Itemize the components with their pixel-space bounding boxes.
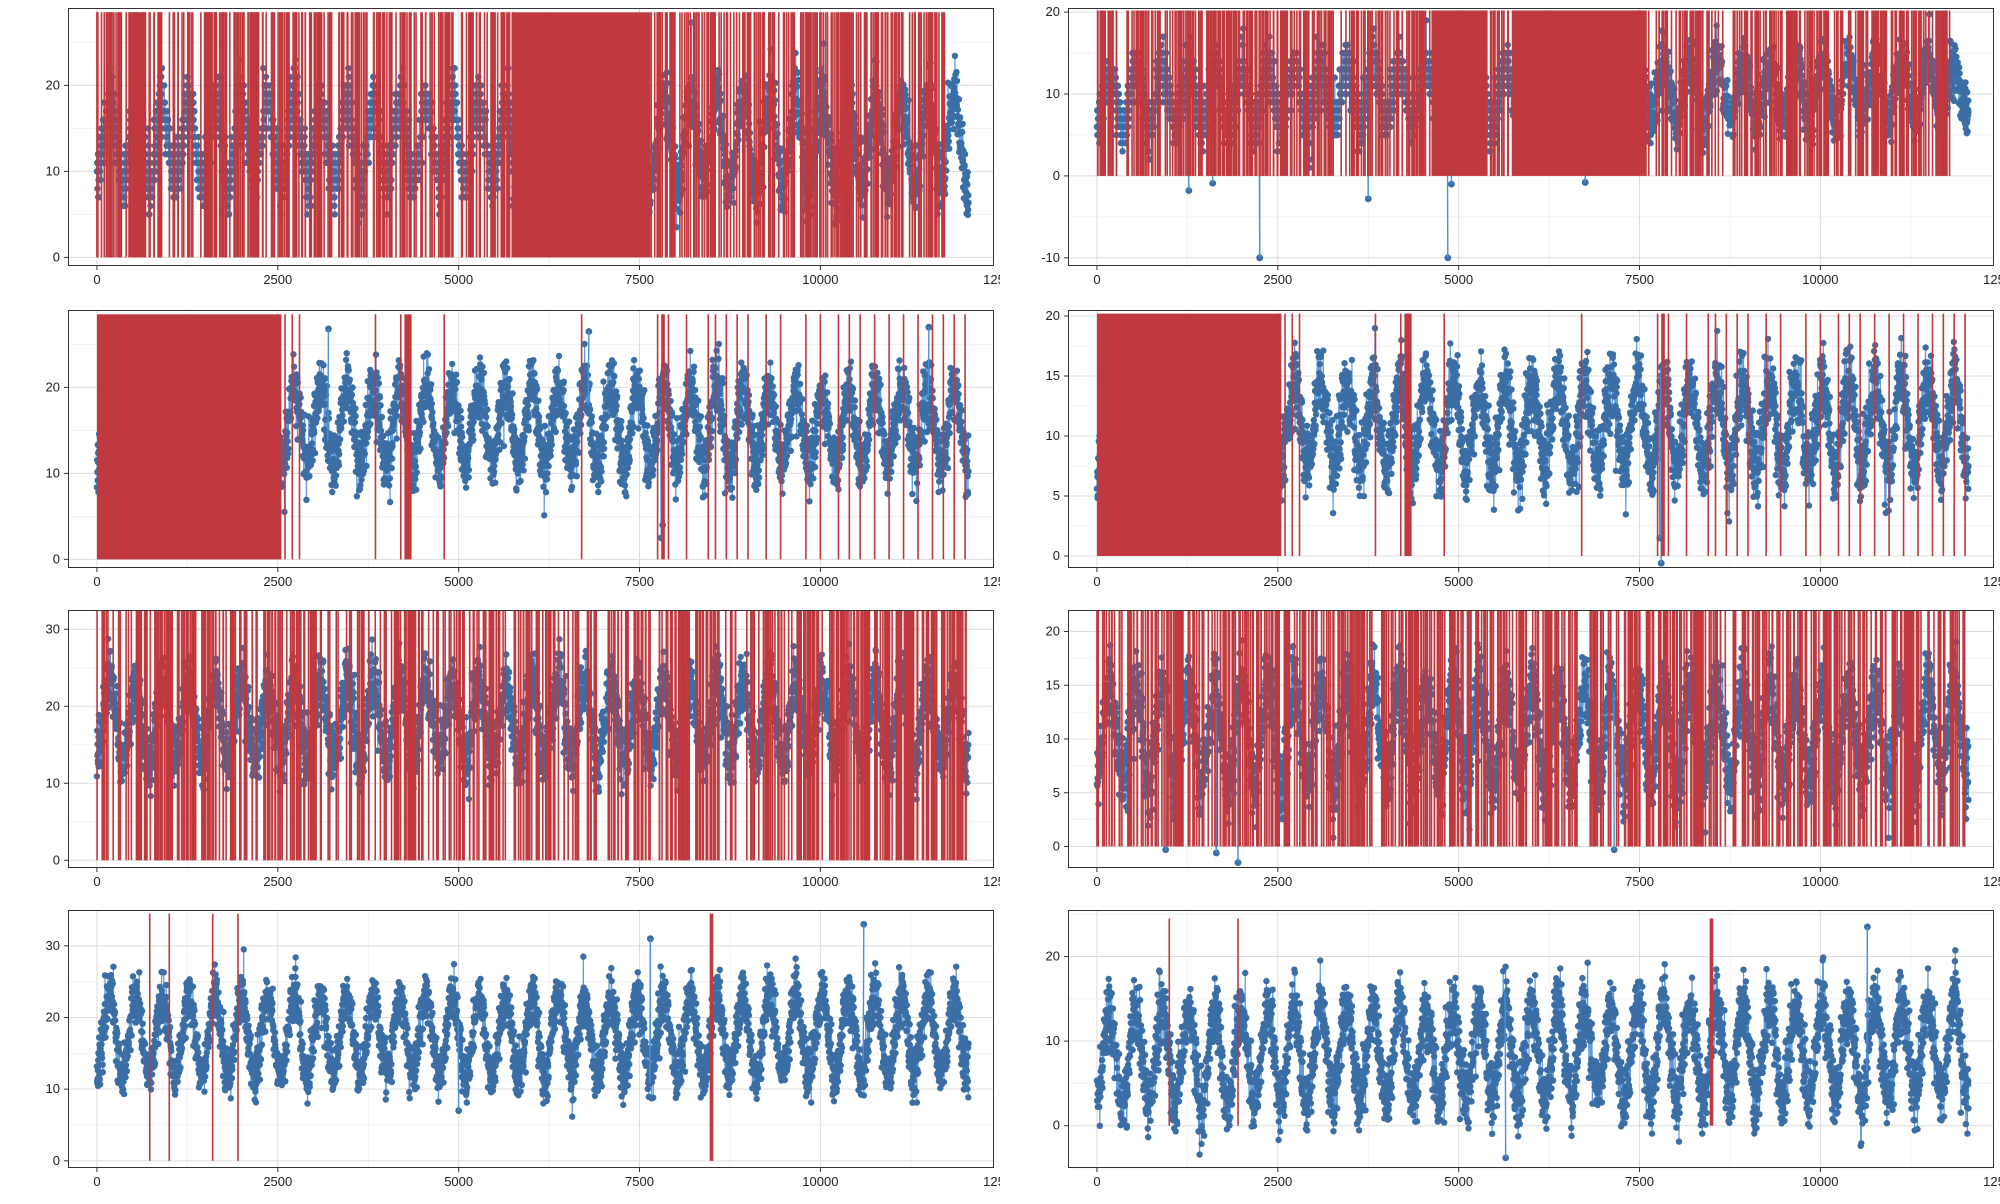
data-point	[432, 133, 439, 141]
data-point	[951, 84, 958, 92]
chart-panel-1: 0 2500 5000 7500 10000 12500 0 10 20	[0, 0, 1000, 300]
data-point	[1117, 99, 1124, 106]
data-point	[964, 169, 971, 176]
data-point	[948, 119, 955, 126]
data-point	[774, 130, 781, 137]
data-point	[1119, 148, 1126, 155]
data-point	[331, 168, 339, 175]
data-point	[965, 192, 972, 199]
data-point	[902, 104, 910, 111]
data-point	[945, 132, 952, 139]
data-point	[1159, 99, 1167, 106]
data-point	[959, 156, 967, 164]
data-point	[945, 138, 952, 145]
data-point	[795, 69, 802, 76]
x-tick-label: 5000	[444, 272, 473, 287]
axes: 0 2500 5000 7500 10000 12500 0 10 20	[46, 77, 1000, 287]
data-point	[955, 96, 963, 103]
x-tick-label: 0	[93, 272, 100, 287]
data-point	[331, 194, 338, 201]
x-tick-label: 10000	[802, 272, 838, 287]
data-point	[946, 145, 953, 152]
data-point	[965, 199, 972, 206]
data-point	[964, 206, 972, 213]
marker-lines	[96, 12, 946, 258]
data-point	[455, 125, 462, 132]
data-point	[821, 89, 828, 96]
data-point	[227, 176, 234, 184]
data-point	[961, 162, 968, 169]
data-point	[953, 77, 961, 85]
data-point	[959, 120, 966, 128]
data-point	[903, 127, 910, 135]
data-point	[945, 127, 952, 134]
data-point	[963, 173, 971, 181]
data-point	[956, 114, 964, 121]
data-point	[161, 99, 169, 106]
data-point	[964, 181, 971, 188]
data-point	[1168, 90, 1175, 98]
data-point	[951, 89, 959, 97]
data-point	[954, 106, 962, 113]
data-point	[961, 150, 969, 158]
x-tick-label: 2500	[263, 272, 292, 287]
data-point	[950, 125, 957, 133]
data-point	[964, 211, 972, 218]
data-point	[951, 52, 959, 60]
data-point	[161, 82, 168, 89]
data-point	[393, 133, 401, 141]
y-tick-label: 20	[46, 77, 60, 92]
data-point	[193, 151, 200, 158]
data-point	[164, 116, 172, 124]
y-tick-label: 10	[46, 163, 60, 178]
x-tick-label: 12500	[983, 272, 1000, 287]
data-point	[453, 99, 461, 106]
y-tick-label: 0	[53, 249, 60, 264]
x-tick-label: 7500	[625, 272, 654, 287]
data-point	[1163, 49, 1170, 57]
plot-frame	[68, 8, 994, 266]
data-point	[122, 202, 129, 209]
data-point	[905, 97, 912, 104]
data-point	[455, 116, 462, 124]
data-point	[331, 211, 338, 218]
data-point	[331, 202, 338, 209]
data-point	[953, 68, 960, 76]
chart-svg-1: 0 2500 5000 7500 10000 12500 0 10 20	[46, 8, 1000, 287]
data-point	[163, 108, 171, 115]
data-point	[794, 83, 801, 90]
marker-block	[512, 12, 651, 258]
data-point	[784, 168, 791, 175]
data-point	[194, 142, 201, 149]
data-point	[902, 91, 909, 98]
data-point	[959, 128, 966, 136]
data-point	[452, 90, 459, 98]
data-point	[163, 133, 170, 141]
